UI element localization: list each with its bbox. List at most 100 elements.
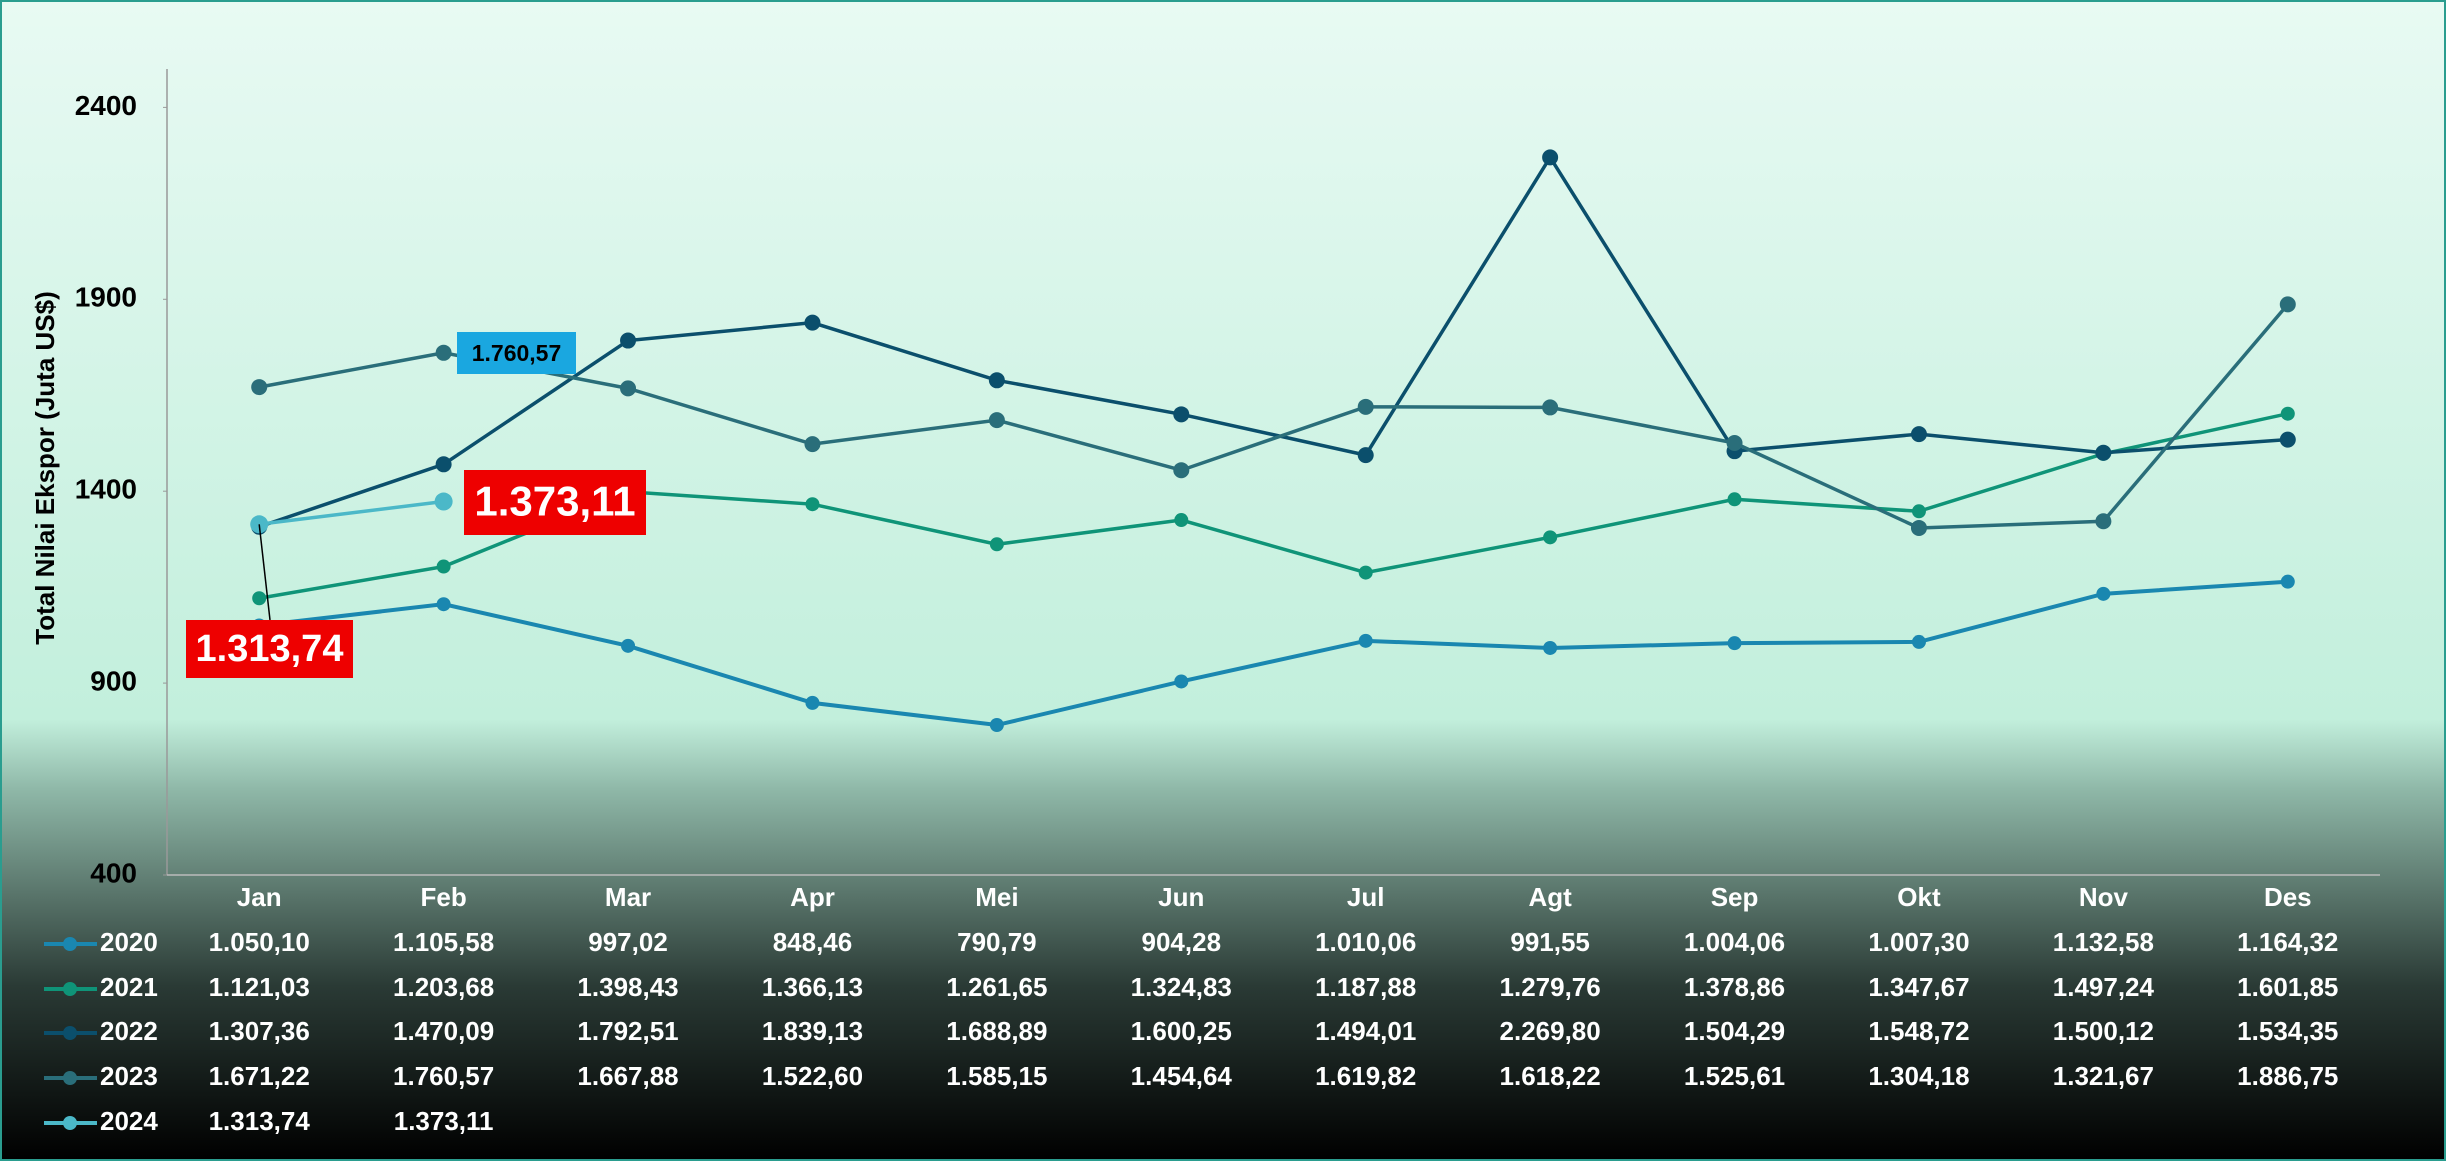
y-tick-label: 1400 — [75, 474, 137, 505]
point — [2095, 513, 2112, 530]
table-cell: 1.792,51 — [577, 1016, 678, 1046]
point — [1542, 399, 1559, 416]
table-cell: 1.494,01 — [1315, 1016, 1416, 1046]
point — [1727, 636, 1742, 651]
point — [252, 591, 267, 606]
table-cell: 1.324,83 — [1131, 972, 1232, 1002]
point — [1358, 565, 1373, 580]
table-cell: 1.667,88 — [577, 1061, 678, 1091]
point — [621, 638, 636, 653]
table-cell: 1.313,74 — [209, 1106, 311, 1136]
x-tick-label: Jun — [1158, 882, 1204, 912]
x-tick-label: Mar — [605, 882, 651, 912]
table-cell: 1.304,18 — [1868, 1061, 1969, 1091]
point — [1174, 674, 1189, 689]
point — [2279, 296, 2296, 313]
table-cell: 997,02 — [588, 927, 668, 957]
table-cell: 1.378,86 — [1684, 972, 1785, 1002]
table-cell: 1.050,10 — [209, 927, 310, 957]
table-cell: 1.688,89 — [946, 1016, 1047, 1046]
x-tick-label: Sep — [1711, 882, 1759, 912]
point — [435, 344, 452, 361]
point — [1173, 462, 1190, 479]
y-tick-label: 2400 — [75, 90, 137, 121]
point — [620, 332, 637, 349]
x-tick-label: Agt — [1528, 882, 1572, 912]
legend-label: 2023 — [100, 1061, 158, 1091]
x-tick-label: Okt — [1897, 882, 1941, 912]
table-cell: 1.010,06 — [1315, 927, 1416, 957]
table-cell: 1.366,13 — [762, 972, 863, 1002]
point — [988, 412, 1005, 429]
table-cell: 1.187,88 — [1315, 972, 1416, 1002]
y-tick-label: 400 — [90, 857, 137, 888]
table-cell: 1.839,13 — [762, 1016, 863, 1046]
point — [1727, 492, 1742, 507]
y-tick-label: 1900 — [75, 282, 137, 313]
point — [804, 314, 821, 331]
legend-label: 2022 — [100, 1016, 158, 1046]
x-tick-label: Apr — [790, 882, 835, 912]
table-cell: 1.321,67 — [2053, 1061, 2154, 1091]
data-label-box — [464, 470, 646, 535]
legend-label: 2021 — [100, 972, 158, 1002]
point — [251, 379, 268, 396]
table-cell: 1.671,22 — [209, 1061, 310, 1091]
series-line — [258, 579, 2288, 728]
table-cell: 1.619,82 — [1315, 1061, 1416, 1091]
point — [2095, 444, 2112, 461]
point — [989, 537, 1004, 552]
y-axis-title: Total Nilai Ekspor (Juta US$) — [30, 291, 60, 644]
data-label-box — [457, 332, 576, 374]
legend-key-marker — [63, 1026, 77, 1040]
point — [1542, 149, 1559, 166]
table-cell: 1.548,72 — [1868, 1016, 1969, 1046]
point — [988, 372, 1005, 389]
table-cell: 1.534,35 — [2237, 1016, 2338, 1046]
point — [1911, 634, 1926, 649]
table-cell: 1.307,36 — [209, 1016, 310, 1046]
point — [1543, 530, 1558, 545]
table-cell: 1.261,65 — [946, 972, 1047, 1002]
legend-label: 2024 — [100, 1106, 158, 1136]
point — [1357, 447, 1374, 464]
legend-key-marker — [63, 1071, 77, 1085]
point — [434, 492, 453, 511]
x-tick-label: Jul — [1347, 882, 1385, 912]
table-cell: 1.504,29 — [1684, 1016, 1785, 1046]
table-cell: 1.398,43 — [577, 972, 678, 1002]
table-cell: 1.164,32 — [2237, 927, 2338, 957]
legend-label: 2020 — [100, 927, 158, 957]
point — [1911, 504, 1926, 519]
point — [1726, 434, 1743, 451]
x-tick-label: Des — [2264, 882, 2312, 912]
table-cell: 1.132,58 — [2053, 927, 2154, 957]
x-tick-label: Nov — [2079, 882, 2129, 912]
leader-line — [258, 524, 271, 621]
point — [436, 559, 451, 574]
table-cell: 1.522,60 — [762, 1061, 863, 1091]
point — [1910, 519, 1927, 536]
table-cell: 1.454,64 — [1131, 1061, 1233, 1091]
table-cell: 1.600,25 — [1131, 1016, 1232, 1046]
table-cell: 1.618,22 — [1500, 1061, 1601, 1091]
point — [805, 497, 820, 512]
table-cell: 2.269,80 — [1500, 1016, 1601, 1046]
table-cell: 1.525,61 — [1684, 1061, 1785, 1091]
table-cell: 848,46 — [773, 927, 853, 957]
point — [2096, 586, 2111, 601]
point — [620, 380, 637, 397]
point — [989, 718, 1004, 733]
point — [435, 456, 452, 473]
legend-key-marker — [63, 937, 77, 951]
data-label: 1.760,57 — [472, 340, 562, 366]
table-cell: 1.760,57 — [393, 1061, 494, 1091]
table-cell: 790,79 — [957, 927, 1037, 957]
legend-key-marker — [63, 982, 77, 996]
x-tick-label: Mei — [975, 882, 1018, 912]
y-tick-label: 900 — [90, 665, 137, 696]
table-cell: 1.497,24 — [2053, 972, 2155, 1002]
table-cell: 1.347,67 — [1868, 972, 1969, 1002]
